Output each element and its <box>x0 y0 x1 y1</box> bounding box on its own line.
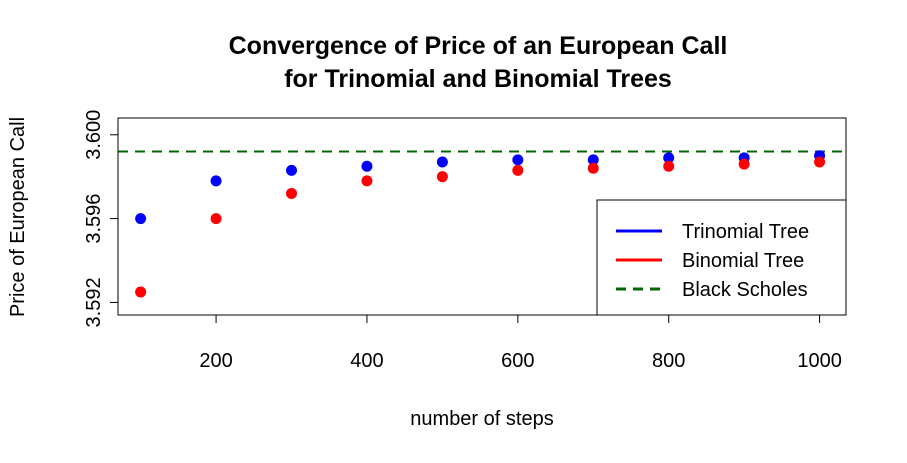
trinomial-point <box>210 175 222 187</box>
x-tick-label: 800 <box>652 350 685 372</box>
binomial-point <box>738 158 750 170</box>
x-axis-label: number of steps <box>410 408 553 430</box>
binomial-point <box>814 156 826 168</box>
legend-box <box>596 199 847 316</box>
legend-label-black-scholes: Black Scholes <box>682 279 808 301</box>
binomial-point <box>135 286 147 298</box>
trinomial-point <box>512 154 524 166</box>
trinomial-point <box>587 154 599 166</box>
binomial-point <box>436 171 448 183</box>
binomial-point <box>361 175 373 187</box>
binomial-point <box>663 160 675 172</box>
x-axis: 200 400 600 800 1000 <box>199 314 842 372</box>
x-tick-label: 1000 <box>797 350 842 372</box>
chart-title-line-2: for Trinomial and Binomial Trees <box>284 65 672 93</box>
y-axis: 3.592 3.596 3.600 <box>83 110 119 327</box>
y-tick-label: 3.596 <box>83 194 105 244</box>
data-points <box>135 150 826 298</box>
x-tick-label: 600 <box>501 350 534 372</box>
binomial-point <box>210 213 222 225</box>
legend-label-trinomial: Trinomial Tree <box>682 221 809 243</box>
binomial-point <box>587 162 599 174</box>
binomial-point <box>512 164 524 176</box>
trinomial-point <box>663 152 675 164</box>
chart-title-line-1: Convergence of Price of an European Call <box>229 32 728 60</box>
binomial-point <box>286 187 298 199</box>
x-tick-label: 200 <box>199 350 232 372</box>
y-tick-label: 3.600 <box>83 110 105 160</box>
trinomial-point <box>436 156 448 168</box>
y-tick-label: 3.592 <box>83 277 105 327</box>
x-tick-label: 400 <box>350 350 383 372</box>
legend-label-binomial: Binomial Tree <box>682 250 804 272</box>
trinomial-point <box>135 213 147 225</box>
legend: Trinomial Tree Binomial Tree Black Schol… <box>596 199 847 316</box>
trinomial-point <box>361 160 373 172</box>
y-axis-label: Price of European Call <box>7 117 29 317</box>
trinomial-point <box>286 164 298 176</box>
